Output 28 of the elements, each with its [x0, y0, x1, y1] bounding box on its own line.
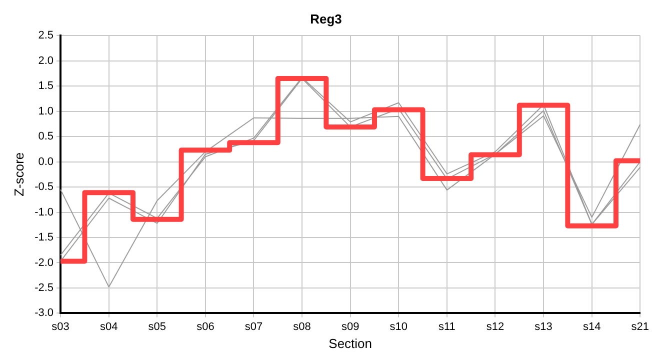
- y-tick-label: 1.5: [38, 80, 54, 92]
- x-tick-label: s04: [100, 320, 118, 333]
- x-tick-label: s11: [438, 320, 456, 333]
- x-axis-title: Section: [328, 336, 372, 351]
- y-tick-label: 1.0: [38, 105, 54, 118]
- y-tick-label: -2.5: [34, 282, 54, 294]
- y-tick-label: -1.5: [34, 232, 54, 244]
- chart-title: Reg3: [310, 11, 342, 26]
- x-tick-label: s05: [148, 320, 166, 333]
- x-tick-label: s07: [244, 320, 263, 333]
- x-tick-label: s03: [52, 320, 70, 333]
- y-tick-label: -1.0: [34, 206, 54, 218]
- y-axis-title: Z-score: [11, 152, 26, 196]
- y-tick-label: 0.5: [38, 130, 54, 143]
- x-tick-label: s10: [390, 320, 408, 333]
- x-tick-label: s13: [534, 320, 552, 333]
- x-tick-label: s08: [293, 320, 311, 333]
- y-tick-label: -0.5: [34, 181, 54, 194]
- x-tick-label: s06: [196, 320, 214, 333]
- y-tick-label: 2.0: [38, 54, 54, 67]
- x-tick-label: s12: [486, 320, 504, 333]
- x-tick-label: s14: [582, 320, 601, 333]
- y-tick-label: -2.0: [34, 256, 54, 269]
- x-tick-label: s09: [341, 320, 360, 333]
- y-tick-label: 2.5: [38, 30, 54, 42]
- x-tick-label: s21: [631, 320, 650, 333]
- y-tick-label: -3.0: [34, 307, 54, 320]
- y-tick-label: 0.0: [38, 156, 54, 168]
